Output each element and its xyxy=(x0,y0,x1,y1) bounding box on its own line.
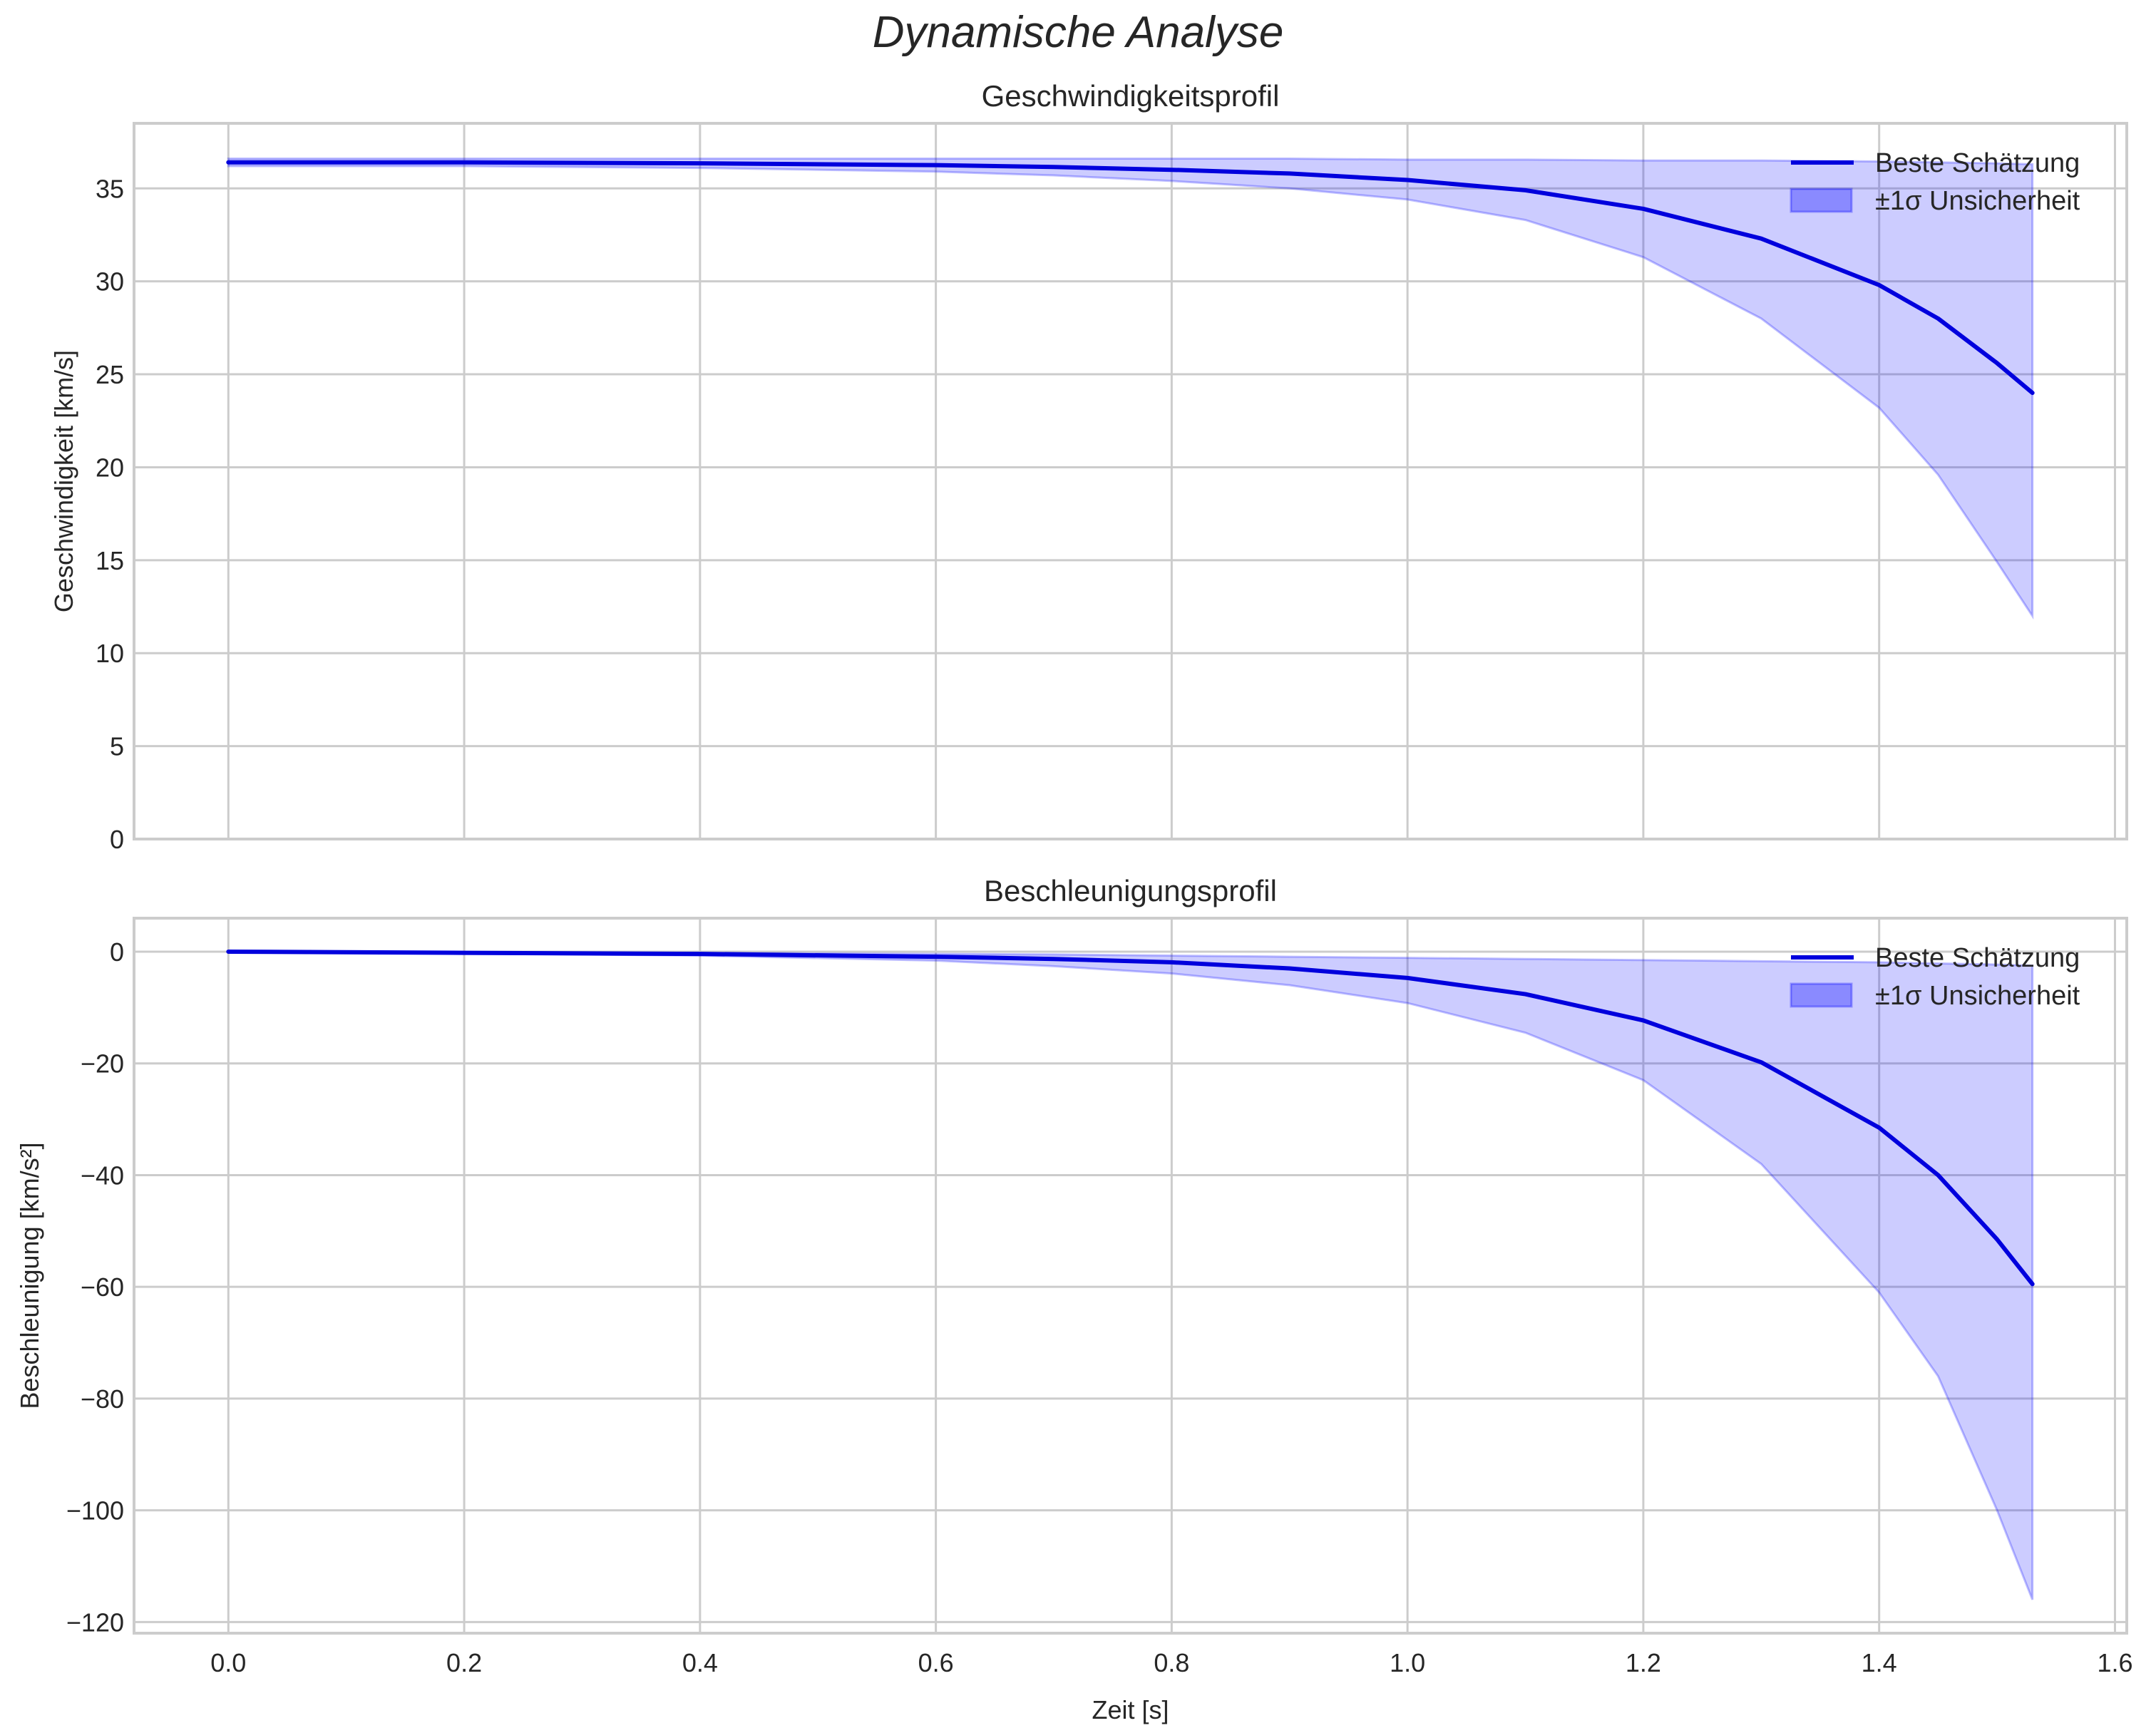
axes-title: Beschleunigungsprofil xyxy=(984,874,1277,907)
uncertainty-band xyxy=(228,950,2034,1600)
legend-label-uncertainty: ±1σ Unsicherheit xyxy=(1875,186,2080,216)
legend-band-swatch xyxy=(1790,187,1853,213)
y-tick-label: −80 xyxy=(81,1384,124,1414)
legend: Beste Schätzung ±1σ Unsicherheit xyxy=(1790,148,2080,216)
figure-title: Dynamische Analyse xyxy=(872,8,1284,57)
x-tick-label: 0.2 xyxy=(446,1648,482,1677)
velocity-axes: 0 5 10 15 20 25 30 35 Geschwindigkeit [km/s] Gesc… xyxy=(49,79,2128,854)
x-axis-label: Zeit [s] xyxy=(1092,1695,1169,1724)
y-tick-label: −40 xyxy=(81,1161,124,1190)
x-tick-label: 0.0 xyxy=(210,1648,246,1677)
x-tick-label: 0.4 xyxy=(682,1648,718,1677)
legend-label-best: Beste Schätzung xyxy=(1875,148,2080,178)
y-tick-label: −120 xyxy=(66,1608,124,1637)
y-tick-label: 15 xyxy=(96,546,124,575)
y-tick-label: −20 xyxy=(81,1049,124,1079)
legend-band-swatch xyxy=(1790,982,1853,1008)
x-tick-label: 1.6 xyxy=(2097,1648,2132,1677)
best-estimate-line xyxy=(226,160,2035,396)
x-tick-label: 1.2 xyxy=(1626,1648,1661,1677)
y-tick-label: 35 xyxy=(96,174,124,203)
y-tick-label: 0 xyxy=(110,825,124,854)
x-tick-label: 1.4 xyxy=(1862,1648,1897,1677)
y-tick-label: 10 xyxy=(96,639,124,668)
y-tick-label: −100 xyxy=(66,1496,124,1526)
legend-label-uncertainty: ±1σ Unsicherheit xyxy=(1875,981,2080,1011)
legend: Beste Schätzung ±1σ Unsicherheit xyxy=(1790,943,2080,1011)
best-estimate-line xyxy=(226,950,2035,1287)
axes-frame xyxy=(133,917,2128,1635)
acceleration-axes: 0 −20 −40 −60 −80 −100 −120 0.0 0.2 0.4 0.6 0.8 1.0 1… xyxy=(15,874,2132,1724)
y-tick-label: 30 xyxy=(96,267,124,297)
y-axis-label: Geschwindigkeit [km/s] xyxy=(49,350,78,612)
y-tick-label: 5 xyxy=(110,732,124,761)
axes-frame xyxy=(133,122,2128,840)
y-tick-label: 0 xyxy=(110,937,124,967)
y-tick-label: 20 xyxy=(96,453,124,482)
y-axis-label: Beschleunigung [km/s²] xyxy=(15,1142,44,1409)
x-tick-label: 1.0 xyxy=(1390,1648,1425,1677)
x-tick-label: 0.6 xyxy=(918,1648,954,1677)
legend-label-best: Beste Schätzung xyxy=(1875,943,2080,973)
x-tick-label: 0.8 xyxy=(1154,1648,1189,1677)
uncertainty-band xyxy=(227,158,2034,620)
y-tick-label: 25 xyxy=(96,360,124,389)
axes-title: Geschwindigkeitsprofil xyxy=(982,79,1280,113)
y-tick-label: −60 xyxy=(81,1272,124,1302)
